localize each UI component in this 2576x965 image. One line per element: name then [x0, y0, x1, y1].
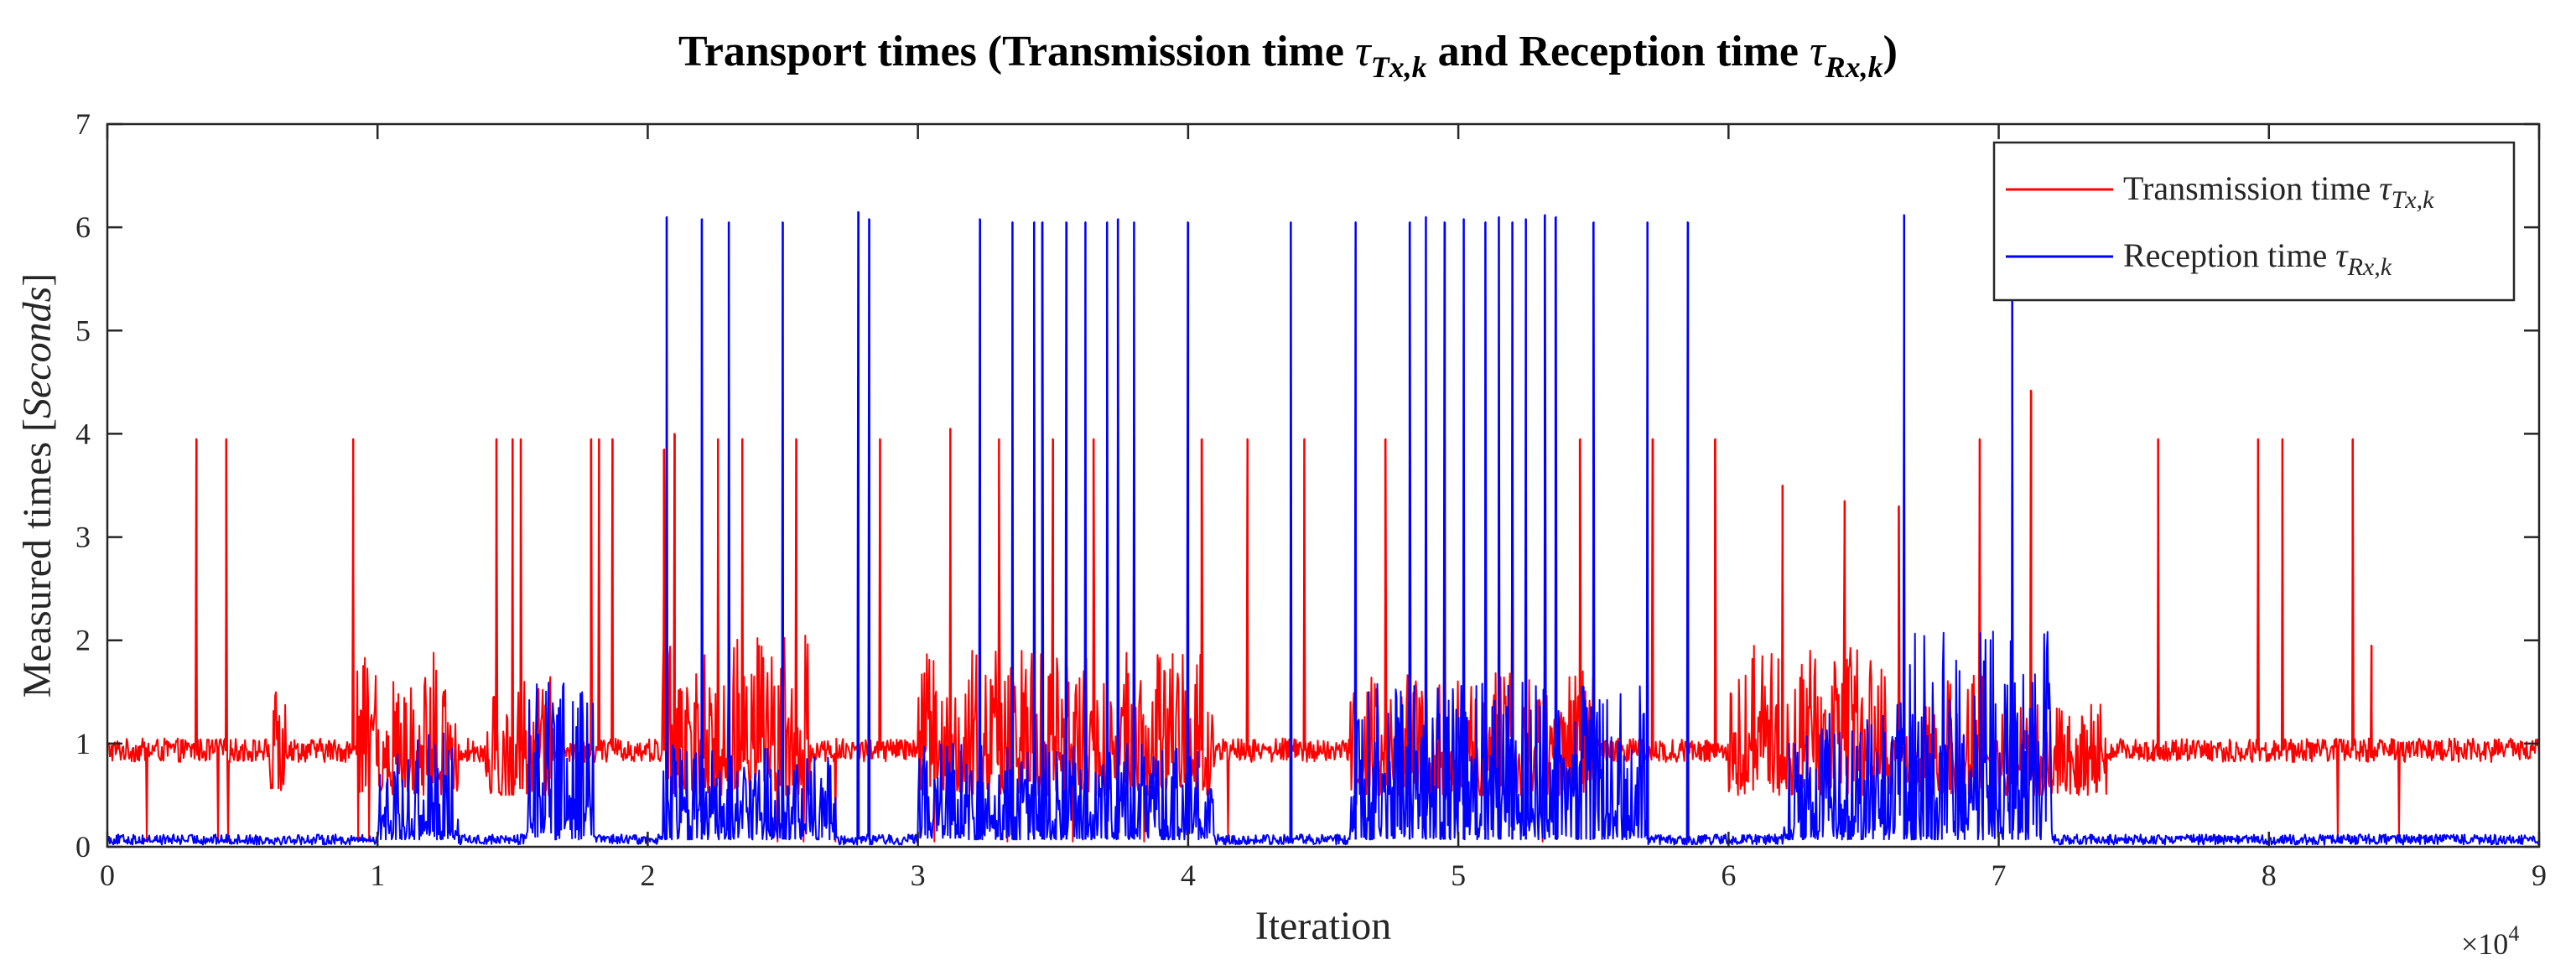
- y-axis-label: Measured times [Seconds]: [15, 273, 60, 698]
- x-tick-label: 9: [2532, 859, 2547, 892]
- y-tick-label: 6: [75, 210, 91, 244]
- series-line-1: [106, 210, 2540, 846]
- legend-label-reception-text: Reception time: [2123, 236, 2335, 274]
- x-tick-label: 8: [2262, 859, 2277, 892]
- y-axis-label-prefix: Measured times [: [15, 418, 60, 698]
- x-tick-label: 5: [1451, 859, 1466, 892]
- y-tick-label: 0: [75, 830, 91, 864]
- chart-title-tx-symbol: τ: [1355, 28, 1373, 75]
- chart-title-middle: and Reception time: [1427, 28, 1810, 75]
- legend-label-transmission-text: Transmission time: [2123, 169, 2379, 207]
- x-tick-label: 3: [911, 859, 926, 892]
- x-tick-label: 0: [100, 859, 115, 892]
- ticks-layer: 0 1 2 3 4 5 6 7 8 9 0 1 2 3 4 5 6 7: [75, 107, 2547, 892]
- legend: Transmission time τTx,k Reception time τ…: [1992, 141, 2516, 302]
- chart-title: Transport times (Transmission time τTx,k…: [678, 28, 1898, 84]
- y-tick-label: 3: [75, 521, 91, 554]
- y-tick-label: 5: [75, 314, 91, 347]
- y-tick-label: 1: [75, 727, 91, 760]
- series-layer: [106, 210, 2540, 846]
- x-scale-note: ×104: [2461, 921, 2519, 961]
- chart-title-rx-subscript: Rx,k: [1825, 50, 1883, 84]
- chart-title-prefix: Transport times (Transmission time: [678, 28, 1355, 75]
- y-tick-label: 2: [75, 624, 91, 657]
- legend-box: [1992, 141, 2516, 302]
- chart-title-tx-subscript: Tx,k: [1371, 50, 1427, 84]
- x-tick-label: 7: [1992, 859, 2007, 892]
- legend-label-transmission: Transmission time τTx,k: [2123, 169, 2434, 214]
- x-scale-exponent: 4: [2508, 921, 2519, 946]
- chart-title-suffix: ): [1883, 28, 1898, 75]
- x-scale-base: ×10: [2461, 927, 2508, 961]
- x-tick-label: 1: [370, 859, 385, 892]
- legend-reception-subscript: Rx,k: [2347, 253, 2392, 281]
- y-tick-label: 4: [75, 417, 91, 450]
- legend-reception-symbol: τ: [2335, 236, 2349, 274]
- y-tick-label: 7: [75, 107, 91, 141]
- plot-frame: [106, 122, 2541, 848]
- x-axis-label: Iteration: [1255, 904, 1392, 948]
- legend-label-reception: Reception time τRx,k: [2123, 236, 2392, 281]
- x-tick-label: 2: [640, 859, 655, 892]
- x-tick-label: 6: [1721, 859, 1736, 892]
- y-axis-label-unit: Seconds: [15, 287, 60, 418]
- legend-transmission-subscript: Tx,k: [2392, 186, 2435, 214]
- chart-title-rx-symbol: τ: [1810, 28, 1827, 75]
- x-tick-label: 4: [1181, 859, 1196, 892]
- y-axis-label-suffix: ]: [15, 273, 60, 287]
- legend-transmission-symbol: τ: [2379, 169, 2392, 207]
